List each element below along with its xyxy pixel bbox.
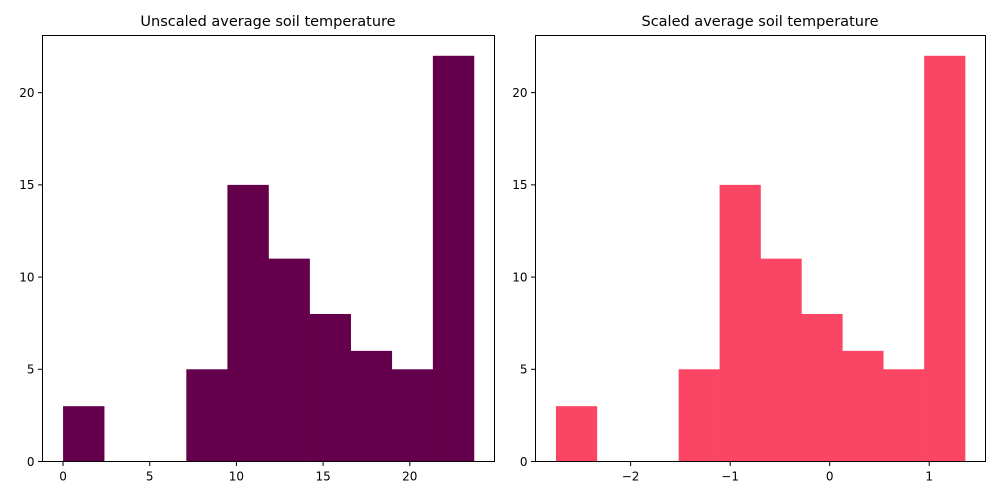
y-tick-label: 10 xyxy=(19,270,34,284)
x-tick-label: 15 xyxy=(315,470,330,484)
histogram-bar xyxy=(801,313,843,462)
histogram-bar xyxy=(63,406,105,462)
x-axis-scaled: −2 −1 0 1 xyxy=(622,461,933,484)
x-tick-label: 20 xyxy=(402,470,417,484)
y-tick-label: 20 xyxy=(19,86,34,100)
y-tick-label: 10 xyxy=(512,270,527,284)
plot-frame-unscaled xyxy=(42,35,495,462)
y-tick-label: 15 xyxy=(19,178,34,192)
y-tick-label: 5 xyxy=(520,363,528,377)
histogram-bar xyxy=(719,184,761,462)
histogram-bar xyxy=(760,258,802,462)
panel-scaled: Scaled average soil temperature −2 −1 0 1 0… xyxy=(512,14,986,484)
x-tick-label: −2 xyxy=(622,470,640,484)
x-tick-label: 1 xyxy=(925,470,933,484)
histogram-bar xyxy=(924,55,966,462)
histogram-bar xyxy=(432,55,475,462)
y-tick-label: 0 xyxy=(520,455,528,469)
histogram-bar xyxy=(309,313,351,462)
bars-scaled xyxy=(555,55,966,462)
histogram-bar xyxy=(227,184,269,462)
y-axis-scaled: 0 5 10 15 20 xyxy=(512,86,536,469)
x-tick-label: 10 xyxy=(229,470,244,484)
histogram-bar xyxy=(555,406,598,462)
bars-unscaled xyxy=(63,55,475,462)
chart-title-scaled: Scaled average soil temperature xyxy=(641,14,878,30)
x-axis-unscaled: 0 5 10 15 20 xyxy=(59,461,417,484)
y-tick-label: 5 xyxy=(27,363,35,377)
panel-unscaled: Unscaled average soil temperature 0 5 10 15… xyxy=(19,14,495,484)
plot-frame-scaled xyxy=(535,35,986,462)
histogram-bar xyxy=(883,369,925,462)
x-tick-label: −1 xyxy=(721,470,739,484)
histogram-bar xyxy=(391,369,434,462)
histogram-bar xyxy=(350,350,393,462)
histogram-bar xyxy=(842,350,884,462)
y-tick-label: 15 xyxy=(512,178,527,192)
histogram-bar xyxy=(678,369,720,462)
y-tick-label: 0 xyxy=(27,455,35,469)
x-tick-label: 0 xyxy=(59,470,67,484)
x-tick-label: 0 xyxy=(826,470,834,484)
y-tick-label: 20 xyxy=(512,86,527,100)
y-axis-unscaled: 0 5 10 15 20 xyxy=(19,86,43,469)
chart-title-unscaled: Unscaled average soil temperature xyxy=(140,14,395,30)
x-tick-label: 5 xyxy=(146,470,154,484)
histogram-bar xyxy=(186,369,228,462)
histogram-bar xyxy=(268,258,310,462)
